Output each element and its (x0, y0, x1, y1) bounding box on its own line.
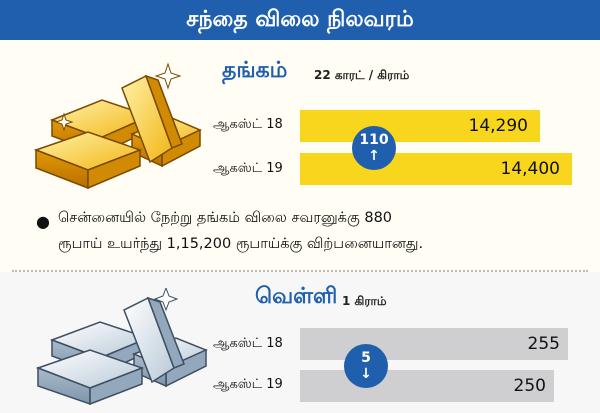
gold-value-2: 14,400 (500, 159, 560, 179)
silver-bars-icon (30, 286, 220, 408)
silver-bar-1 (300, 328, 568, 360)
silver-bar-2 (300, 370, 554, 402)
silver-date-1: ஆகஸ்ட் 18 (213, 336, 283, 351)
gold-note-line-2: ரூபாய் உயர்ந்து 1,15,200 ரூபாய்க்கு விற்… (58, 236, 424, 252)
section-divider (12, 270, 588, 272)
page-title: சந்தை விலை நிலவரம் (0, 0, 600, 40)
gold-unit: 22 காரட் / கிராம் (314, 68, 410, 82)
silver-change-badge: 5 ↓ (344, 344, 388, 388)
silver-title: வெள்ளி (255, 284, 338, 309)
gold-date-1: ஆகஸ்ட் 18 (213, 117, 283, 132)
silver-change-amount: 5 (361, 350, 371, 366)
silver-date-2: ஆகஸ்ட் 19 (213, 377, 283, 392)
gold-bar-1 (300, 110, 540, 142)
gold-change-amount: 110 (359, 132, 389, 148)
gold-date-2: ஆகஸ்ட் 19 (213, 161, 283, 176)
arrow-down-icon: ↓ (360, 366, 372, 382)
gold-title: தங்கம் (222, 58, 288, 83)
gold-note-line-1: சென்னையில் நேற்று தங்கம் விலை சவரனுக்கு … (58, 210, 393, 226)
silver-unit: 1 கிராம் (342, 294, 387, 308)
silver-value-1: 255 (527, 334, 560, 354)
gold-bar-2 (300, 153, 572, 185)
silver-value-2: 250 (513, 376, 546, 396)
bullet-icon: ● (36, 212, 50, 231)
gold-change-badge: 110 ↑ (352, 126, 396, 170)
gold-value-1: 14,290 (468, 116, 528, 136)
gold-bars-icon (22, 58, 212, 198)
arrow-up-icon: ↑ (368, 148, 380, 164)
